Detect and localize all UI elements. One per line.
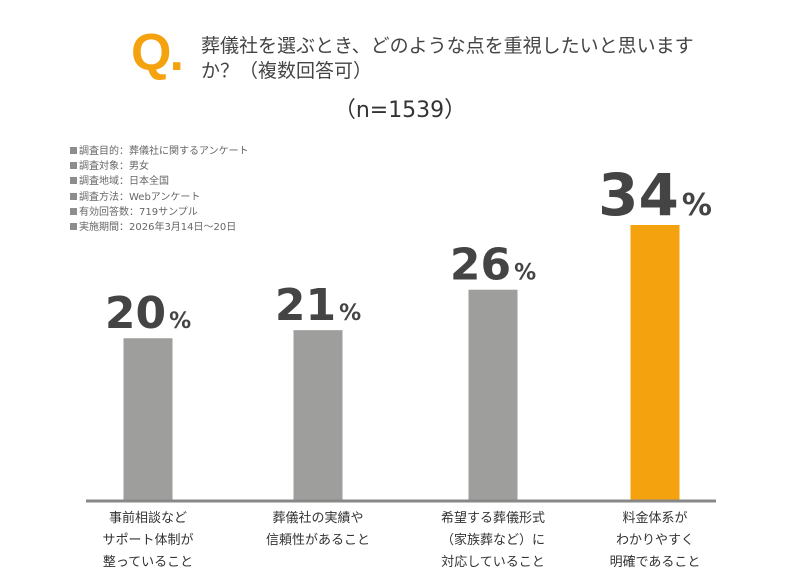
data-label: 34% (598, 161, 712, 229)
bar (630, 225, 680, 500)
survey-note-text: 調査方法：Webアンケート (79, 191, 201, 203)
survey-note-text: 有効回答数：719サンプル (79, 206, 198, 218)
question-text: 葬儀社を選ぶとき、どのような点を重視したいと思いますか？（複数回答可） (201, 35, 694, 82)
data-label: 20% (105, 288, 191, 339)
question-mark-label: Q. (131, 24, 184, 82)
survey-note: 調査方法：Webアンケート (70, 190, 249, 205)
survey-note-text: 実施期間：2026年3月14日〜20日 (79, 222, 237, 234)
square-bullet-icon (70, 223, 77, 231)
square-bullet-icon (70, 147, 77, 154)
survey-note: 有効回答数：719サンプル (70, 205, 249, 220)
survey-note: 実施期間：2026年3月14日〜20日 (70, 220, 249, 235)
bar (123, 338, 173, 500)
data-label: 26% (450, 240, 536, 291)
square-bullet-icon (70, 192, 77, 200)
survey-note: 調査地域：日本全国 (70, 174, 249, 189)
survey-note-text: 調査目的：葬儀社に関するアンケート (79, 146, 249, 157)
category-label: 事前相談など サポート体制が 整っていること (102, 511, 194, 570)
sample-size-label: （n=1539） (333, 98, 467, 123)
square-bullet-icon (70, 162, 77, 170)
bar (293, 330, 343, 500)
survey-note: 調査目的：葬儀社に関するアンケート (70, 144, 249, 159)
category-label: 料金体系が わかりやすく 明確であること (609, 511, 701, 570)
survey-note-text: 調査地域：日本全国 (79, 176, 169, 188)
square-bullet-icon (70, 207, 77, 215)
category-label: 希望する葬儀形式 （家族葬など）に 対応していること (440, 511, 545, 570)
survey-note: 調査対象：男女 (70, 159, 249, 174)
data-label: 21% (275, 280, 361, 331)
survey-notes: 調査目的：葬儀社に関するアンケート 調査対象：男女 調査地域：日本全国 調査方法… (70, 144, 249, 235)
square-bullet-icon (70, 177, 77, 185)
survey-note-text: 調査対象：男女 (79, 161, 149, 173)
bar (468, 289, 518, 500)
category-label: 葬儀社の実績や 信頼性があること (265, 511, 370, 548)
